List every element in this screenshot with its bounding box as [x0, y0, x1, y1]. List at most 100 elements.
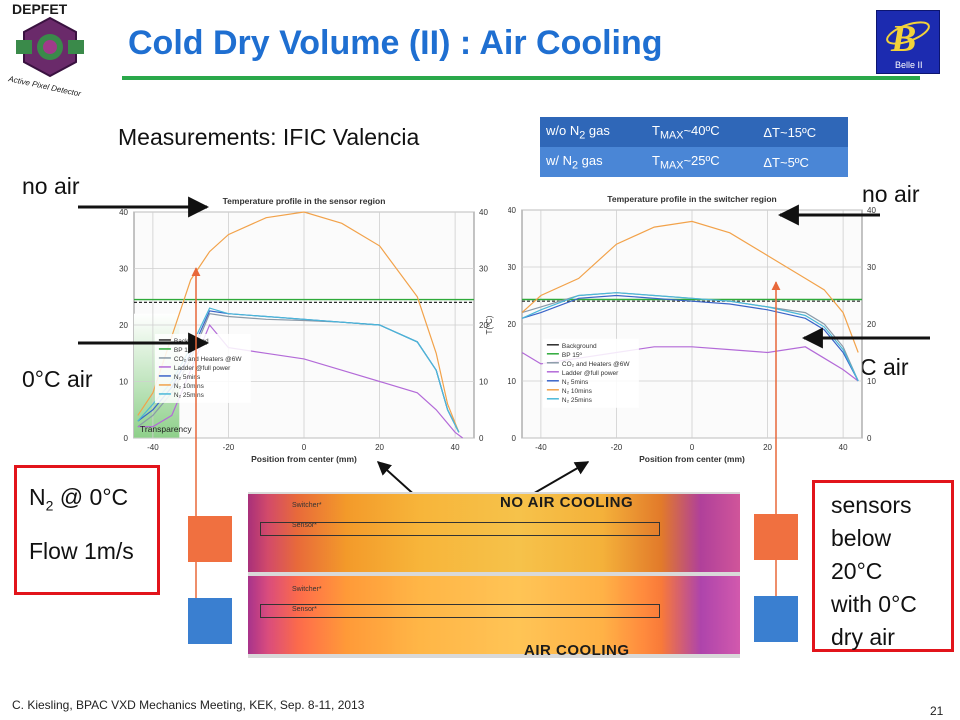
y-tick-label: 20: [119, 321, 128, 330]
legend-entry: N₂ 10mins: [174, 383, 205, 390]
result-line: with 0°C: [831, 591, 917, 617]
summary-row: w/ N2 gas TMAX~25ºC ΔT~5ºC: [540, 147, 848, 177]
series-line: [521, 294, 859, 382]
x-tick-label: 40: [839, 443, 848, 452]
x-tick-label: 0: [302, 443, 307, 452]
switcher-label: Switcher*: [292, 586, 322, 593]
no-air-cooling-label: NO AIR COOLING: [500, 494, 634, 511]
y-tick-label-right: 40: [867, 206, 876, 215]
y-tick-label-right: 30: [479, 265, 488, 274]
legend: [542, 338, 639, 408]
x-tick-label: -20: [611, 443, 623, 452]
legend-entry: N₂ 25mins: [174, 392, 205, 399]
result-box: sensors below 20°C with 0°C dry air: [812, 480, 954, 652]
n2-flow-box: N2 @ 0°C Flow 1m/s: [14, 465, 160, 595]
x-tick-label: 40: [451, 443, 460, 452]
heat-block-left: [188, 516, 232, 562]
y-tick-label: 0: [512, 434, 517, 443]
switcher-label: Switcher*: [292, 502, 322, 509]
thermal-strip-air: [248, 576, 740, 654]
x-tick-label: 20: [375, 443, 384, 452]
sensor-outline: [260, 522, 660, 536]
no-air-label-right: no air: [862, 181, 920, 207]
legend-entry: Ladder @full power: [562, 370, 619, 377]
thermal-strip-no-air: [248, 494, 740, 572]
delta-t-cell: ΔT~15ºC: [763, 124, 817, 140]
legend-entry: CO₂ and Heaters @6W: [562, 361, 631, 368]
title-divider: [122, 76, 920, 80]
y-tick-label-right: 10: [867, 377, 876, 386]
legend-entry: N₂ 5mins: [174, 374, 201, 381]
legend-entry: BP 15º: [562, 352, 583, 359]
y-tick-label-right: 20: [867, 320, 876, 329]
sensor-region-chart: 0 0 10 10 20 20 30 30 40 40 -40 -20 0 20 40 Temperature…: [119, 196, 494, 464]
summary-table: w/o N2 gas TMAX~40ºC ΔT~15ºC w/ N2 gas T…: [540, 117, 848, 177]
switcher-region-chart: 0 0 10 10 20 20 30 30 40 40 -40 -20 0 20 40 Temperature…: [508, 194, 876, 464]
slide-number: 21: [930, 704, 944, 718]
flow-rate-text: Flow 1m/s: [29, 537, 134, 564]
y-tick-label: 10: [119, 378, 128, 387]
sensor-label: Sensor*: [292, 606, 317, 613]
result-line: 20°C: [831, 558, 883, 584]
x-tick-label: -40: [535, 443, 547, 452]
summary-row: w/o N2 gas TMAX~40ºC ΔT~15ºC: [540, 117, 848, 147]
y-tick-label: 40: [119, 208, 128, 217]
air-label-left: 0°C air: [22, 366, 93, 392]
x-tick-label: 20: [763, 443, 772, 452]
footer-citation: C. Kiesling, BPAC VXD Mechanics Meeting,…: [12, 698, 365, 712]
legend-entry: N₂ 5mins: [562, 379, 589, 386]
series-line: [521, 220, 859, 353]
sensor-label: Sensor*: [292, 522, 317, 529]
tmax-cell: TMAX~40ºC: [652, 122, 720, 142]
series-line: [521, 292, 859, 382]
delta-t-cell: ΔT~5ºC: [763, 154, 809, 170]
legend-entry: CO₂ and Heaters @6W: [174, 356, 243, 363]
heat-block-right: [754, 514, 798, 560]
depfet-logo-text: DEPFET: [12, 1, 68, 17]
x-axis-label: Position from center (mm): [639, 454, 745, 464]
condition-cell: w/o N2 gas: [546, 122, 610, 142]
condition-cell: w/ N2 gas: [546, 152, 603, 172]
y-tick-label: 10: [508, 377, 517, 386]
page-title: Cold Dry Volume (II) : Air Cooling: [128, 24, 663, 62]
y-tick-label-right: 30: [867, 263, 876, 272]
belle-logo: B Belle II: [876, 10, 940, 74]
y-tick-label: 0: [124, 434, 129, 443]
y-tick-label-right: 40: [479, 208, 488, 217]
belle-logo-text: Belle II: [895, 60, 923, 70]
chart-title: Temperature profile in the switcher regi…: [607, 194, 776, 204]
legend-entry: Background: [562, 343, 597, 350]
legend-entry: N₂ 10mins: [562, 388, 593, 395]
measurements-label: Measurements: IFIC Valencia: [118, 124, 420, 150]
legend-entry: N₂ 25mins: [562, 397, 593, 404]
tmax-cell: TMAX~25ºC: [652, 152, 720, 172]
legend-entry: Ladder @full power: [174, 365, 231, 372]
x-axis-label: Position from center (mm): [251, 454, 357, 464]
result-line: sensors: [831, 492, 912, 518]
y-tick-label: 20: [508, 320, 517, 329]
series-line: [137, 211, 460, 433]
y-tick-label: 30: [119, 265, 128, 274]
chart-title: Temperature profile in the sensor region: [223, 196, 386, 206]
n2-condition-text: N2 @ 0°C: [29, 484, 129, 514]
x-tick-label: -40: [147, 443, 159, 452]
y-tick-label-right: 0: [479, 434, 484, 443]
y-tick-label-right: 0: [867, 434, 872, 443]
depfet-logo: DEPFET Active Pixel Detector: [7, 1, 84, 96]
thermal-image: Switcher* Sensor* Switcher* Sensor* NO A…: [248, 492, 740, 659]
result-line: dry air: [831, 624, 895, 650]
x-tick-label: 0: [690, 443, 695, 452]
y-tick-label-right: 20: [479, 321, 488, 330]
y-tick-label-right: 10: [479, 378, 488, 387]
result-line: below: [831, 525, 892, 551]
sensor-outline: [260, 604, 660, 618]
transparency-label: Transparency: [140, 424, 192, 434]
legend-entry: BP 15º: [174, 347, 195, 354]
cool-block-left: [188, 598, 232, 644]
y-axis-label: T(ºC): [485, 315, 494, 334]
x-tick-label: -20: [223, 443, 235, 452]
series-line: [137, 323, 464, 439]
no-air-label-left: no air: [22, 173, 80, 199]
y-tick-label: 40: [508, 206, 517, 215]
air-cooling-label: AIR COOLING: [524, 642, 630, 659]
